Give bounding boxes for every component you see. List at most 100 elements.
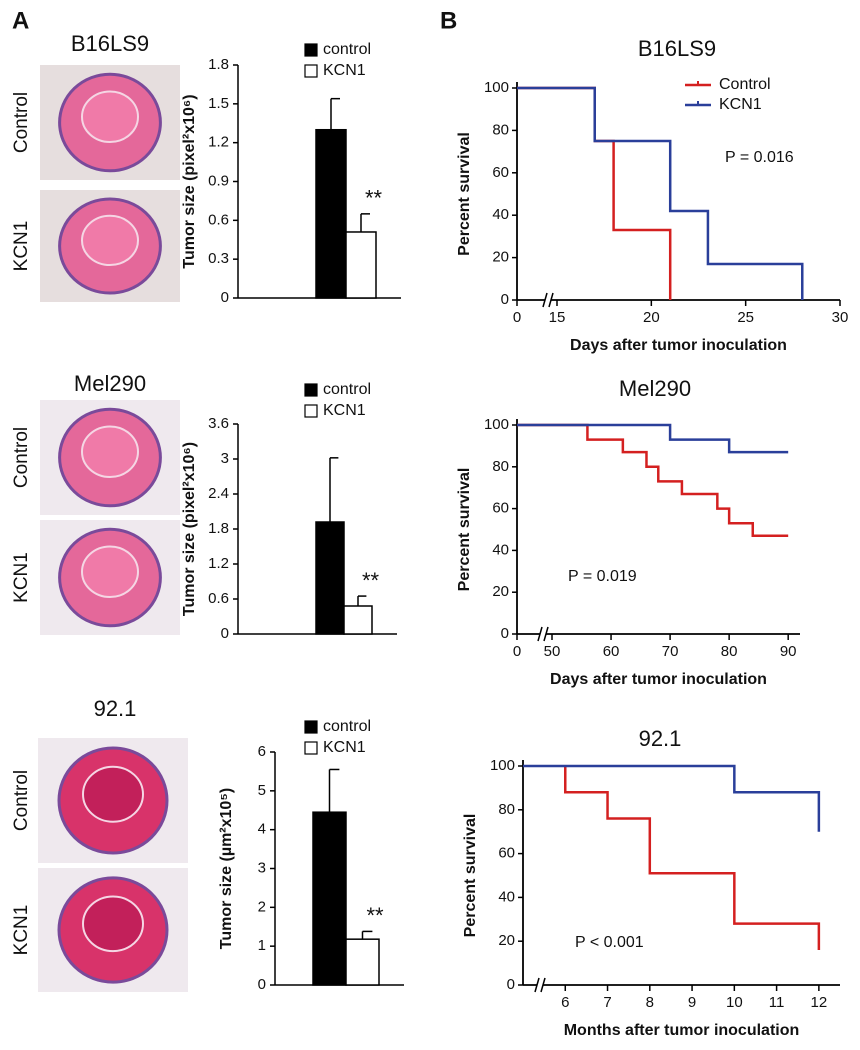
bar bbox=[312, 811, 347, 986]
y-tick-label: 0.9 bbox=[208, 172, 229, 189]
x-tick-label: 90 bbox=[780, 643, 797, 660]
y-tick-label: 40 bbox=[492, 206, 509, 223]
x-tick-label: 80 bbox=[721, 643, 738, 660]
y-tick-label: 3.6 bbox=[208, 415, 229, 432]
y-tick-label: 100 bbox=[484, 79, 509, 96]
image-label: KCN1 bbox=[11, 552, 32, 603]
x-tick-label: 20 bbox=[643, 309, 660, 326]
axis-break bbox=[534, 977, 540, 993]
legend-label: Control bbox=[719, 76, 771, 93]
y-tick-label: 40 bbox=[492, 541, 509, 558]
y-tick-label: 6 bbox=[258, 743, 266, 760]
x-tick-label: 12 bbox=[811, 994, 828, 1011]
legend-swatch bbox=[304, 43, 318, 57]
x-tick-label: 0 bbox=[513, 309, 521, 326]
y-tick-label: 3 bbox=[221, 450, 229, 467]
x-tick-label: 30 bbox=[832, 309, 849, 326]
lens bbox=[81, 90, 139, 144]
y-tick-label: 1 bbox=[258, 937, 266, 954]
image-label: Control bbox=[11, 427, 32, 488]
panel-label: A bbox=[12, 7, 29, 34]
image-label: KCN1 bbox=[11, 221, 32, 272]
y-tick-label: 80 bbox=[492, 121, 509, 138]
y-axis-label: Percent survival bbox=[456, 468, 473, 592]
p-value: P < 0.001 bbox=[575, 934, 644, 951]
y-axis-label: Percent survival bbox=[456, 132, 473, 256]
legend-label: control bbox=[323, 41, 371, 58]
legend-label: control bbox=[323, 718, 371, 735]
x-tick-label: 15 bbox=[549, 309, 566, 326]
y-tick-label: 0 bbox=[221, 625, 229, 642]
y-tick-label: 0 bbox=[507, 976, 515, 993]
y-tick-label: 2.4 bbox=[208, 485, 229, 502]
y-tick-label: 100 bbox=[490, 757, 515, 774]
significance: ** bbox=[365, 186, 383, 211]
axis-break bbox=[548, 292, 554, 308]
x-tick-label: 6 bbox=[561, 994, 569, 1011]
legend-label: KCN1 bbox=[323, 62, 366, 79]
axis-break-gap bbox=[545, 297, 551, 303]
y-tick-label: 2 bbox=[258, 898, 266, 915]
x-tick-label: 8 bbox=[646, 994, 654, 1011]
y-tick-label: 20 bbox=[498, 932, 515, 949]
bar bbox=[343, 605, 373, 635]
x-axis-label: Months after tumor inoculation bbox=[564, 1022, 800, 1039]
y-tick-label: 0.6 bbox=[208, 211, 229, 228]
y-axis-label: Tumor size (µm²x10⁵) bbox=[218, 788, 235, 949]
y-tick-label: 4 bbox=[258, 821, 266, 838]
image-label: Control bbox=[11, 770, 32, 831]
x-tick-label: 50 bbox=[544, 643, 561, 660]
y-tick-label: 20 bbox=[492, 583, 509, 600]
y-tick-label: 60 bbox=[492, 500, 509, 517]
survival-curve bbox=[564, 766, 821, 950]
y-tick-label: 3 bbox=[258, 859, 266, 876]
y-tick-label: 1.8 bbox=[208, 56, 229, 73]
axis-break bbox=[543, 626, 549, 642]
legend-swatch bbox=[304, 383, 318, 397]
y-tick-label: 0.3 bbox=[208, 250, 229, 267]
survival-curve bbox=[517, 423, 789, 454]
x-tick-label: 11 bbox=[769, 994, 785, 1011]
y-tick-label: 1.8 bbox=[208, 520, 229, 537]
axis-break bbox=[542, 292, 548, 308]
chart-title: B16LS9 bbox=[638, 36, 716, 61]
lens bbox=[82, 765, 144, 823]
lens bbox=[81, 214, 139, 267]
x-tick-label: 70 bbox=[662, 643, 679, 660]
legend-label: control bbox=[323, 381, 371, 398]
lens bbox=[81, 425, 139, 479]
x-tick-label: 7 bbox=[603, 994, 611, 1011]
image-title: 92.1 bbox=[94, 696, 137, 721]
significance: ** bbox=[362, 568, 380, 593]
y-tick-label: 60 bbox=[492, 164, 509, 181]
y-tick-label: 20 bbox=[492, 249, 509, 266]
legend-swatch bbox=[304, 64, 318, 78]
legend-label: KCN1 bbox=[323, 402, 366, 419]
x-axis-label: Days after tumor inoculation bbox=[550, 671, 767, 688]
bar bbox=[345, 231, 377, 299]
chart-title: 92.1 bbox=[639, 726, 682, 751]
significance: ** bbox=[367, 903, 385, 928]
survival-curve bbox=[523, 764, 821, 832]
image-title: Mel290 bbox=[74, 371, 146, 396]
x-tick-label: 0 bbox=[513, 643, 521, 660]
chart-title: Mel290 bbox=[619, 376, 691, 401]
x-tick-label: 25 bbox=[737, 309, 754, 326]
panel-label: B bbox=[440, 7, 457, 34]
y-tick-label: 5 bbox=[258, 782, 266, 799]
y-tick-label: 0 bbox=[501, 625, 509, 642]
bar bbox=[315, 521, 345, 635]
lens bbox=[81, 545, 139, 599]
y-tick-label: 0.6 bbox=[208, 590, 229, 607]
axis-break-gap bbox=[537, 982, 543, 988]
y-tick-label: 0 bbox=[258, 976, 266, 993]
image-label: KCN1 bbox=[11, 905, 32, 956]
x-tick-label: 60 bbox=[603, 643, 620, 660]
legend-swatch bbox=[304, 720, 318, 734]
y-axis-label: Tumor size (pixel²x10⁶) bbox=[181, 94, 198, 268]
p-value: P = 0.016 bbox=[725, 149, 794, 166]
axis-break-gap bbox=[540, 631, 546, 637]
y-tick-label: 40 bbox=[498, 888, 515, 905]
image-title: B16LS9 bbox=[71, 31, 149, 56]
